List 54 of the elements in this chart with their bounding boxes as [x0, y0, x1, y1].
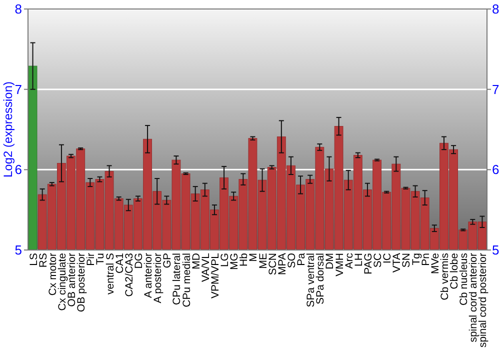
x-tick-label: Tg	[410, 252, 422, 266]
y-tick-label: 5	[14, 242, 22, 258]
x-tick-label: GP	[162, 253, 174, 268]
x-tick-label: VPM/VPL	[209, 252, 222, 299]
x-tick-label: SPa dorsal	[314, 253, 327, 304]
y2-tick-label: 6	[492, 162, 500, 178]
x-tick-label: Cb vermis	[438, 253, 451, 300]
x-tick-label: VTA	[391, 253, 404, 273]
x-tick-label: Arc	[343, 253, 356, 269]
x-tick-label: Cb nucleus	[458, 253, 470, 306]
x-tick-label: CA2/CA3	[123, 252, 136, 297]
x-tick-label: MVe	[429, 252, 442, 274]
x-tick-label: CPu medial	[180, 253, 193, 308]
x-tick-label: SCN	[266, 253, 279, 276]
x-tick-label: ME	[257, 253, 270, 269]
x-tick-label: LH	[352, 253, 365, 266]
x-tick-label: LS	[28, 253, 40, 266]
x-tick-label: SO	[286, 253, 298, 268]
x-tick-label: Cb lobe	[448, 252, 461, 290]
x-tick-label: OB posterior	[76, 252, 88, 312]
x-tick-label: VMH	[334, 253, 346, 276]
x-tick-label: SC	[372, 252, 384, 268]
x-tick-label: Pa	[296, 252, 308, 266]
x-tick-label: DG	[132, 253, 145, 269]
x-tick-label: RS	[37, 253, 50, 268]
y-tick-label: 8	[14, 2, 22, 17]
x-tick-label: CPu lateral	[171, 253, 184, 305]
x-tick-label: CA1	[114, 252, 126, 274]
x-tick-label: MPA	[276, 253, 288, 275]
y-axis-title: Log2 (expression)	[1, 81, 15, 178]
x-tick-label: Tu	[94, 252, 107, 265]
x-tick-label: LG	[219, 253, 232, 268]
x-tick-label: ventral S	[104, 253, 116, 294]
x-tick-label: Pir	[85, 252, 98, 266]
x-tick-label: PAG	[362, 253, 374, 274]
x-tick-label: spinal cord posterior	[477, 252, 490, 348]
y2-tick-label: 7	[492, 82, 500, 97]
y2-tick-label: 5	[492, 242, 500, 258]
y2-tick-label: 8	[492, 2, 500, 17]
x-tick-label: Cx motor	[46, 252, 59, 296]
x-tick-label: DM	[324, 253, 336, 270]
x-tick-label: M	[248, 253, 260, 262]
y-tick-label: 7	[14, 82, 22, 97]
x-tick-label: A posterior	[152, 252, 164, 304]
x-tick-label: SN	[400, 253, 413, 268]
x-tick-label: OB anterior	[66, 252, 78, 307]
x-tick-label: Hb	[238, 252, 250, 266]
y-tick-label: 6	[14, 162, 22, 178]
x-tick-label: VA/VL	[200, 252, 212, 282]
x-tick-label: MD	[190, 252, 202, 270]
x-tick-label: Cx cingulate	[56, 252, 68, 311]
x-tick-label: IC	[382, 252, 394, 264]
x-tick-label: spinal cord anterior	[468, 252, 480, 342]
x-tick-label: A anterior	[142, 252, 155, 298]
